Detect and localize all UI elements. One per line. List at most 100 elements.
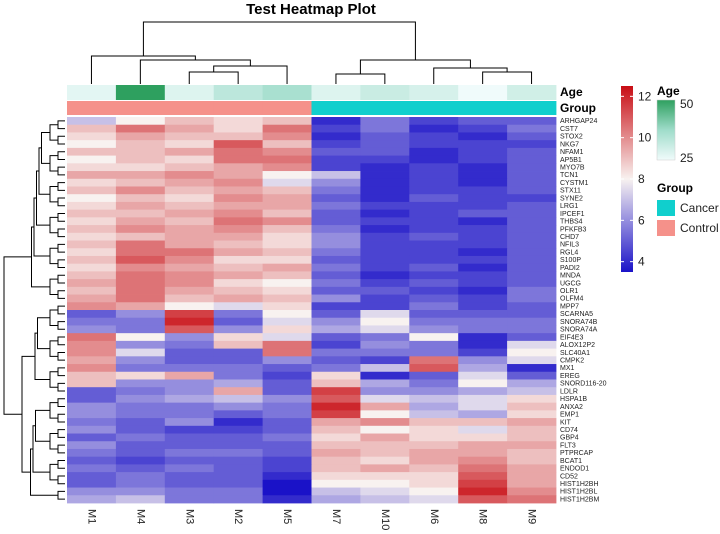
dendrogram-branch	[49, 278, 58, 296]
heatmap-cell	[507, 248, 557, 257]
heatmap-cell	[67, 317, 117, 326]
heatmap-cell	[67, 448, 117, 458]
heatmap-cell	[67, 456, 117, 465]
heatmap-cell	[311, 209, 361, 218]
heatmap-cell	[458, 163, 508, 172]
heatmap-cell	[115, 194, 166, 203]
heatmap-cell	[507, 117, 557, 126]
heatmap-cell	[164, 147, 215, 156]
heatmap-cell	[164, 255, 215, 265]
heatmap-cell	[409, 456, 459, 465]
row-labels: ARHGAP24CST7STOX2NKG7NFAM1AP5B1MYO7BTCN1…	[560, 118, 607, 503]
heatmap-cell	[115, 364, 166, 373]
heatmap-cell	[360, 364, 410, 373]
heatmap-cell	[213, 147, 263, 156]
row-label: EMP1	[560, 412, 579, 419]
heatmap-cell	[67, 433, 117, 442]
dendrogram-branch	[57, 290, 65, 299]
heatmap-cell	[164, 387, 215, 396]
dendrogram-branch	[49, 463, 58, 481]
heatmap-cell	[164, 310, 215, 319]
heatmap-cell	[213, 132, 263, 141]
heatmap-cell	[360, 487, 410, 496]
heatmap-cell	[67, 163, 117, 172]
heatmap-cell	[360, 479, 410, 488]
column-label: M9	[526, 509, 538, 524]
heatmap-cell	[409, 294, 459, 303]
heatmap-cell	[409, 340, 459, 349]
heatmap-cell	[213, 240, 263, 249]
heatmap-cell	[311, 472, 361, 481]
dendrogram-branch	[57, 413, 65, 423]
heatmap-cell	[115, 479, 166, 488]
column-label: M6	[428, 509, 440, 524]
heatmap-cell	[507, 255, 557, 265]
heatmap-cell	[458, 317, 508, 326]
heatmap-cell	[262, 433, 312, 442]
heatmap-cell	[67, 225, 117, 234]
heatmap-cell	[213, 364, 263, 373]
dendrogram-branch	[49, 340, 58, 357]
group-legend-label: Control	[680, 221, 719, 235]
row-label: ALOX12P2	[560, 342, 595, 349]
heatmap-cell	[115, 487, 166, 496]
heatmap-cell	[262, 441, 312, 450]
heatmap-cell	[262, 117, 312, 126]
dendrogram-branch	[49, 185, 58, 203]
heatmap-cell	[409, 495, 459, 504]
heatmap-cell	[311, 364, 361, 373]
group-legend-items: Cancer Control	[657, 200, 719, 236]
heatmap-cell	[458, 379, 508, 388]
heatmap-cell	[213, 155, 263, 164]
heatmap-cell	[458, 140, 508, 149]
heatmap-cell	[67, 117, 117, 126]
dendrogram-branch	[57, 259, 65, 269]
heatmap-cell	[67, 495, 117, 504]
colorbar-ticks: 4 6 8 10 12	[621, 89, 652, 269]
heatmap-cell	[360, 140, 410, 149]
heatmap-cell	[67, 387, 117, 396]
heatmap-cell	[458, 225, 508, 234]
heatmap-cell	[213, 294, 263, 303]
heatmap-cell	[213, 402, 263, 411]
group-legend-swatch	[657, 200, 675, 216]
heatmap-cell	[409, 487, 459, 496]
heatmap-cell	[262, 356, 312, 365]
heatmap-cell	[164, 448, 215, 458]
dendrogram-branch	[57, 351, 65, 361]
heatmap-cell	[164, 163, 215, 172]
heatmap-cell	[213, 171, 263, 180]
heatmap-cell	[409, 240, 459, 249]
row-label: TCN1	[560, 172, 578, 179]
row-label: IPCEF1	[560, 211, 585, 218]
heatmap-cell	[164, 248, 215, 257]
dendrogram-branch	[49, 247, 58, 265]
heatmap-cell	[409, 286, 459, 295]
heatmap-cell	[115, 240, 166, 249]
heatmap-cell	[164, 418, 215, 427]
heatmap-cell	[409, 248, 459, 257]
dendrogram-branch	[433, 67, 508, 84]
heatmap-cell	[507, 155, 557, 164]
heatmap-cell	[262, 217, 312, 226]
heatmap-cell	[262, 325, 312, 334]
row-label: SLC40A1	[560, 350, 590, 357]
heatmap-cell	[360, 117, 410, 126]
heatmap-cell	[262, 487, 312, 496]
heatmap-cell	[213, 464, 263, 473]
heatmap-cell	[409, 255, 459, 265]
heatmap-cell	[67, 171, 117, 180]
heatmap-cell	[213, 255, 263, 265]
heatmap-cell	[507, 124, 557, 133]
heatmap-cell	[458, 348, 508, 357]
heatmap-cell	[311, 495, 361, 504]
heatmap-cell	[458, 456, 508, 465]
heatmap-cell	[262, 255, 312, 265]
heatmap-cell	[360, 263, 410, 272]
heatmap-cell	[458, 271, 508, 280]
heatmap-cell	[360, 294, 410, 303]
heatmap-cell	[507, 456, 557, 465]
heatmap-cell	[115, 356, 166, 365]
heatmap-cell	[213, 201, 263, 211]
heatmap-cell	[213, 225, 263, 234]
